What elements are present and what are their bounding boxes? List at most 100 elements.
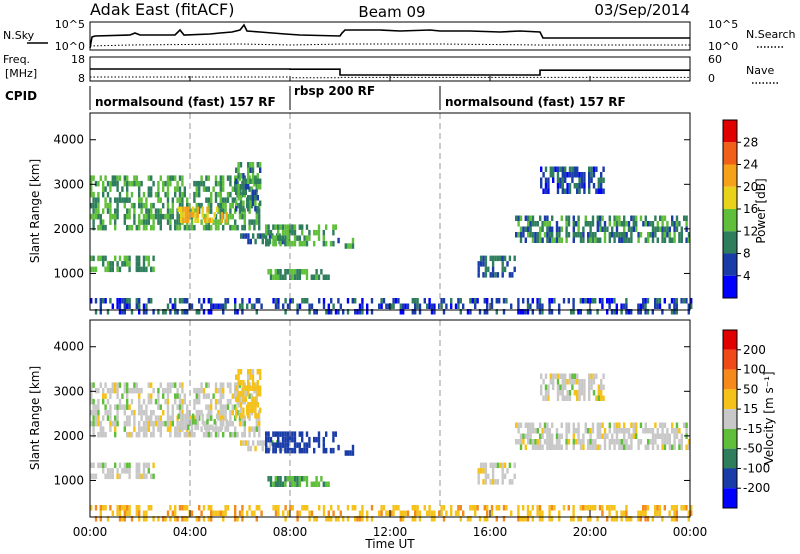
velocity-cell [114,415,117,421]
power-cell [114,213,117,220]
power-cell [121,261,124,267]
velocity-cell [118,382,122,388]
power-cell [637,303,640,309]
velocity-cell [656,428,659,434]
power-cell [142,266,146,273]
velocity-cell [142,398,146,405]
power-cell [195,202,198,209]
power-cell [249,167,252,173]
velocity-cell [249,374,252,380]
velocity-cell [476,505,479,511]
velocity-cell [114,420,117,427]
power-cell [178,202,182,209]
velocity-cell [577,516,580,522]
velocity-cell [555,428,559,434]
power-cell [303,235,306,241]
velocity-cell [673,444,676,450]
power-cell [428,298,431,304]
velocity-cell [602,373,605,379]
power-cell [157,186,160,192]
power-cell [150,191,153,198]
power-cell [440,303,443,309]
power-cell [214,180,218,187]
power-cell [202,213,206,220]
power-cell [310,303,314,309]
power-cell [116,213,119,220]
power-cell [541,226,544,232]
velocity-cell [135,468,138,474]
power-cell [97,213,100,220]
velocity-cell [92,409,95,416]
velocity-cell [583,390,586,396]
velocity-cell [186,431,189,438]
power-cell [639,215,643,221]
power-cell [308,235,311,241]
power-cell [284,240,287,247]
power-cell [267,229,270,236]
power-cell [229,224,232,231]
velocity-cell [668,439,671,445]
power-cell [635,221,638,227]
velocity-cell [608,510,611,516]
power-cell [210,298,213,304]
velocity-cell [104,404,107,410]
power-cell [298,274,301,280]
velocity-cell [471,505,474,511]
power-cell [214,191,218,198]
velocity-cell [291,505,294,511]
velocity-cell [231,431,234,438]
velocity-cell [207,516,210,522]
velocity-cell [313,436,316,443]
power-cell [440,298,443,304]
power-cell [181,197,184,203]
velocity-cell [94,415,98,421]
velocity-cell [596,422,599,428]
power-cell [259,200,262,206]
velocity-cell [237,374,240,380]
velocity-cell [539,439,542,445]
power-cell [126,186,129,192]
velocity-cell [548,439,551,445]
power-cell [663,226,667,232]
power-cell [613,309,616,315]
velocity-cell [226,426,230,432]
power-cell [126,303,129,309]
velocity-cell [561,373,564,379]
power-cell [546,237,549,243]
velocity-cell [561,390,564,396]
velocity-cell [90,387,93,394]
power-cell [135,298,138,304]
velocity-cell [150,431,153,438]
power-cell [171,175,174,181]
velocity-cell [251,380,255,386]
velocity-cell [293,447,297,454]
power-cell [678,237,681,243]
velocity-cell [591,505,594,511]
power-cell [289,229,292,236]
velocity-cell [92,426,95,432]
velocity-cell [505,505,508,511]
velocity-cell [219,404,222,410]
velocity-cell [183,505,186,511]
velocity-cell [531,516,534,522]
power-cell [675,221,679,227]
power-cell [255,219,258,225]
power-cell [121,197,124,203]
power-cell [176,213,179,220]
velocity-cell [591,422,595,428]
velocity-cell [577,422,580,428]
velocity-cell [592,379,596,385]
velocity-cell [541,516,544,522]
velocity-cell [147,420,150,427]
power-cell [90,213,93,220]
velocity-cell [656,433,659,439]
power-cell [565,215,568,221]
power-cell [213,212,216,218]
power-cell [565,232,568,238]
power-cell [150,266,153,273]
velocity-cell [186,404,189,410]
velocity-cell [226,420,230,427]
power-cell [274,269,277,275]
power-cell [106,202,110,209]
power-cell [237,189,240,195]
